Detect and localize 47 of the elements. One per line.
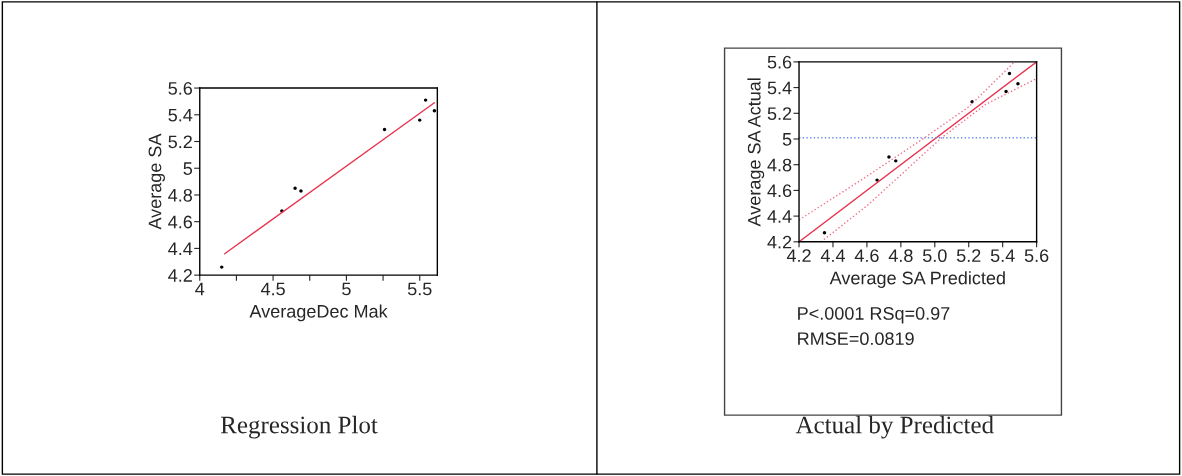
x-tick-label: 5.0 (922, 249, 947, 263)
x-tick-label: 4.8 (888, 249, 913, 263)
text: Actual by Predicted (795, 415, 994, 439)
point (875, 178, 879, 182)
x-tick-label: 5.4 (990, 249, 1015, 263)
y-tick-label: 5 (782, 133, 792, 146)
x-tick-label: 4 (195, 282, 205, 296)
x-tick-label: 5 (342, 282, 351, 296)
text: P<.0001 RSq=0.97 (798, 307, 950, 324)
x-axis-title: AverageDec Mak (249, 304, 388, 322)
point (299, 189, 303, 193)
point (418, 118, 422, 122)
line-series (799, 61, 1016, 221)
y-tick-label: 5.4 (168, 108, 193, 122)
point (293, 186, 297, 190)
y-tick-label: 4.8 (168, 188, 193, 202)
y-tick-label: 4.6 (767, 184, 792, 198)
point (1007, 71, 1012, 76)
x-axis-title: Average SA Predicted (829, 271, 1005, 288)
y-axis-title: Average SA (148, 133, 165, 230)
y-tick-label: 5.2 (168, 135, 192, 149)
y-tick-label: 4.4 (767, 210, 792, 223)
x-tick-label: 4.4 (820, 249, 845, 262)
y-axis-title: Average SA Actual (747, 78, 765, 227)
x-tick-label: 4.6 (854, 249, 879, 263)
x-tick-label: 5.5 (407, 282, 432, 296)
point (887, 155, 891, 159)
point (220, 265, 224, 269)
text: RMSE=0.0819 (798, 332, 914, 346)
point (432, 109, 437, 113)
point (1016, 82, 1020, 86)
text: Regression Plot (220, 415, 378, 439)
y-tick-label: 5.6 (168, 81, 193, 95)
y-tick-label: 5 (183, 162, 193, 175)
y-tick-label: 4.2 (767, 235, 792, 249)
y-tick-label: 4.6 (168, 215, 193, 229)
x-tick-label: 4.2 (786, 249, 811, 262)
y-tick-label: 5.2 (767, 107, 792, 121)
y-tick-label: 4.2 (168, 269, 192, 282)
point (822, 231, 827, 235)
x-tick-label: 5.6 (1024, 249, 1049, 263)
x-tick-label: 5.2 (956, 249, 981, 263)
y-tick-label: 4.8 (767, 158, 792, 172)
x-tick-label: 4.5 (260, 282, 285, 296)
point (382, 127, 387, 132)
y-tick-label: 5.4 (767, 81, 792, 95)
y-tick-label: 5.6 (767, 55, 792, 69)
